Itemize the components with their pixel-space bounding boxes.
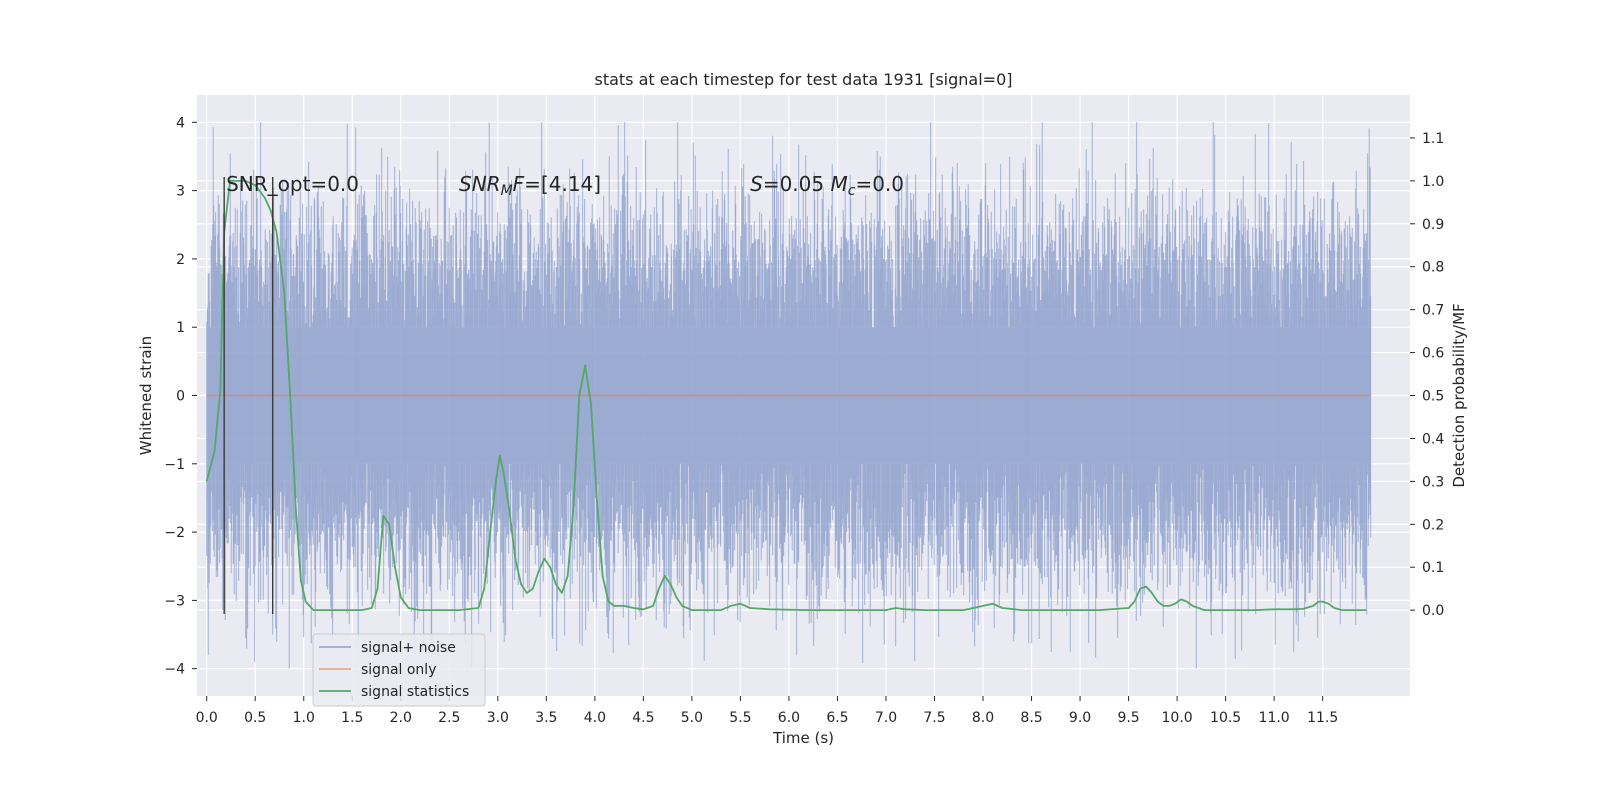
y-left-tick-label: 4 [176,115,185,131]
annotation-text: SNR_opt=0.0 [226,172,359,196]
x-tick-label: 8.0 [972,710,994,726]
x-tick-label: 2.0 [390,710,412,726]
annotation-text: SNRMF=[4.14] [459,172,601,199]
y-right-tick-label: 0.6 [1422,346,1444,362]
y-right-tick-label: 0.1 [1422,560,1444,576]
y-left-tick-label: −3 [164,593,185,609]
x-tick-label: 4.0 [584,710,606,726]
legend: signal+ noise signal only signal statistic… [312,633,486,707]
chart-title: stats at each timestep for test data 193… [594,70,1012,89]
x-tick-label: 10.5 [1210,710,1241,726]
x-tick-label: 10.0 [1162,710,1193,726]
y-left-tick-label: 3 [176,184,185,200]
x-tick-label: 0.5 [244,710,266,726]
series-lines [205,180,1372,611]
x-tick-label: 5.0 [681,710,703,726]
y-axis-right-label: Detection probability/MF [1450,303,1468,487]
vertical-markers [223,176,274,615]
y-axis-left-label: Whitened strain [137,336,155,455]
y-right-tick-label: 0.9 [1422,217,1444,233]
y-right-tick-label: 1.1 [1422,131,1444,147]
x-tick-label: 9.0 [1069,710,1091,726]
signal-noise-trace [206,122,1372,669]
x-tick-label: 1.5 [341,710,363,726]
annotations: SNR_opt=0.0 SNRMF=[4.14] S=0.05 Mc=0.0 [226,172,904,199]
y-left-tick-label: 1 [176,320,185,336]
y-left-tick-label: 2 [176,252,185,268]
legend-entry-label: signal only [361,662,436,678]
y-right-tick-label: 0.8 [1422,260,1444,276]
y-right-tick-label: 0.3 [1422,474,1444,490]
x-tick-label: 11.5 [1307,710,1338,726]
x-tick-label: 5.5 [729,710,751,726]
x-axis-label: Time (s) [772,729,834,747]
legend-box [312,633,486,707]
y-left-tick-label: −4 [164,662,185,678]
y-right-tick-label: 1.0 [1422,174,1444,190]
x-tick-label: 7.0 [875,710,897,726]
y-right-tick-label: 0.7 [1422,303,1444,319]
x-tick-label: 11.0 [1259,710,1290,726]
legend-entry-label: signal statistics [361,684,469,700]
x-tick-label: 4.5 [632,710,654,726]
x-tick-label: 6.5 [826,710,848,726]
y-left-tick-label: −2 [164,525,185,541]
x-tick-label: 1.0 [293,710,315,726]
y-axis-left-ticks: −4 −3 −2 −1 0 1 2 3 4 [164,115,197,678]
x-axis-ticks: 0.0 0.5 1.0 1.5 2.0 2.5 3.0 3.5 4.0 4.5 5.0 5.5 6.0 6… [196,696,1338,726]
x-tick-label: 3.0 [487,710,509,726]
x-tick-label: 3.5 [535,710,557,726]
series-signal-noise [206,122,1372,669]
y-left-tick-label: −1 [164,457,185,473]
y-right-tick-label: 0.5 [1422,389,1444,405]
y-right-tick-label: 0.0 [1422,603,1444,619]
y-right-tick-label: 0.4 [1422,431,1444,447]
x-tick-label: 9.5 [1117,710,1139,726]
y-axis-right-ticks: 0.0 0.1 0.2 0.3 0.4 0.5 0.6 0.7 0.8 0.9 1.0 1.1 [1410,131,1444,619]
y-right-tick-label: 0.2 [1422,517,1444,533]
signal-statistics-line [205,180,1367,611]
x-tick-label: 2.5 [438,710,460,726]
annotation-text: S=0.05 Mc=0.0 [750,172,904,199]
x-tick-label: 7.5 [923,710,945,726]
legend-entry-label: signal+ noise [361,640,456,656]
x-tick-label: 0.0 [196,710,218,726]
x-tick-label: 8.5 [1020,710,1042,726]
y-left-tick-label: 0 [176,389,185,405]
x-tick-label: 6.0 [778,710,800,726]
